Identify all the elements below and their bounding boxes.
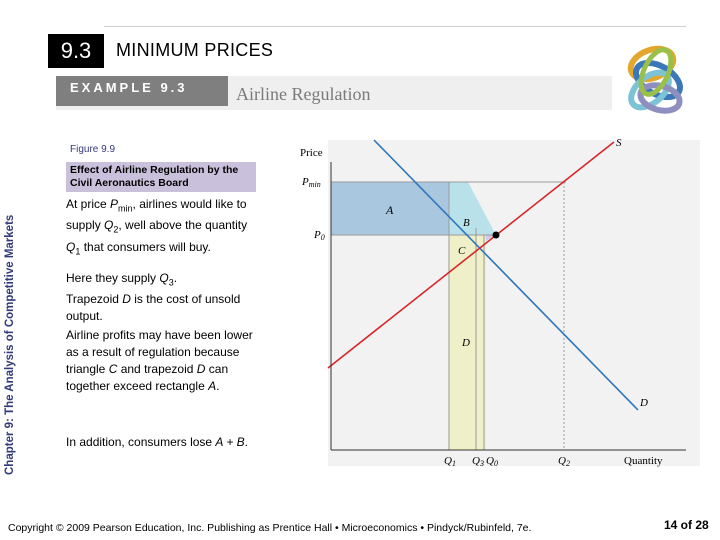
- demand-curve: [373, 139, 639, 411]
- paragraph-profits: Airline profits may have been lower as a…: [66, 328, 253, 393]
- area-d-label: D: [461, 337, 470, 349]
- q1-label: Q1: [444, 455, 456, 468]
- q3-label: Q3: [472, 455, 484, 468]
- paragraph-pmin: At price Pmin, airlines would like to su…: [66, 197, 248, 257]
- section-number: 9.3: [48, 34, 104, 68]
- supply-label: S: [616, 137, 622, 149]
- supply-curve: [327, 141, 615, 369]
- p0-label: P0: [313, 229, 325, 242]
- example-label-box: [56, 76, 228, 106]
- example-label: EXAMPLE 9.3: [70, 80, 188, 95]
- copyright-footer: Copyright © 2009 Pearson Education, Inc.…: [8, 522, 532, 534]
- x-axis-label: Quantity: [624, 455, 663, 467]
- example-title: Airline Regulation: [236, 84, 371, 104]
- figure-label: Figure 9.9: [70, 144, 116, 155]
- paragraph-q3: Here they supply Q3. Trapezoid D is the …: [66, 271, 241, 324]
- header-rule: [104, 26, 686, 27]
- page-number: 14 of 28: [664, 518, 709, 532]
- pmin-label: Pmin: [301, 176, 321, 189]
- rings-logo-icon: [627, 45, 683, 114]
- figure-caption: Effect of Airline Regulation by the Civi…: [66, 162, 256, 192]
- y-axis-label: Price: [300, 147, 323, 159]
- paragraph-consumers: In addition, consumers lose A + B.: [66, 435, 249, 449]
- chapter-side-label: Chapter 9: The Analysis of Competitive M…: [4, 214, 16, 475]
- area-c-label: C: [458, 245, 466, 257]
- area-a: [331, 182, 449, 235]
- demand-label: D: [639, 397, 648, 409]
- area-b: [449, 182, 496, 235]
- equilibrium-point: [492, 231, 500, 239]
- area-d: [449, 235, 486, 450]
- area-b-label: B: [463, 217, 470, 229]
- area-a-label: A: [385, 203, 394, 217]
- q2-label: Q2: [558, 455, 570, 468]
- airline-regulation-graph: Price Quantity Pmin P0 Q1 Q3 Q0 Q2 S D A…: [300, 137, 700, 468]
- section-title: MINIMUM PRICES: [116, 40, 274, 60]
- q0-label: Q0: [486, 455, 498, 468]
